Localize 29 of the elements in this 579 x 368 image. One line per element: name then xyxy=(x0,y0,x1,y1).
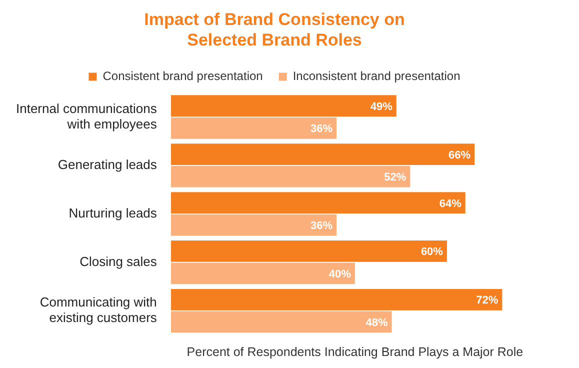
y-tick-label: Generating leads xyxy=(58,157,158,172)
data-label: 66% xyxy=(448,149,471,162)
data-label: 48% xyxy=(366,316,388,329)
y-tick-label: Internal communications with employees xyxy=(16,100,158,132)
bar xyxy=(170,311,392,333)
bar xyxy=(170,262,355,284)
chart-title: Impact of Brand Consistency on Selected Brand Roles xyxy=(144,10,405,50)
legend-label: Consistent brand presentation xyxy=(102,69,263,84)
data-label: 49% xyxy=(370,100,393,113)
bar xyxy=(170,214,337,236)
data-label: 60% xyxy=(420,246,444,258)
y-tick-label: Communicating with existing customers xyxy=(40,294,158,326)
data-label: 36% xyxy=(310,123,333,136)
legend-label: Inconsistent brand presentation xyxy=(292,69,460,84)
data-label: 52% xyxy=(384,172,406,184)
bar xyxy=(170,192,466,214)
bar xyxy=(170,117,337,139)
y-tick-label: Nurturing leads xyxy=(68,205,158,220)
bar xyxy=(170,240,447,262)
x-axis-title: Percent of Respondents Indicating Brand Plays a Major Role xyxy=(186,344,524,359)
y-tick-label: Closing sales xyxy=(80,254,158,269)
data-label: 72% xyxy=(476,294,498,307)
bar xyxy=(170,288,502,310)
bar xyxy=(170,144,475,166)
data-label: 36% xyxy=(310,220,333,232)
data-label: 40% xyxy=(328,268,352,281)
bar xyxy=(170,166,410,188)
bar xyxy=(170,95,396,117)
data-label: 64% xyxy=(439,198,462,210)
